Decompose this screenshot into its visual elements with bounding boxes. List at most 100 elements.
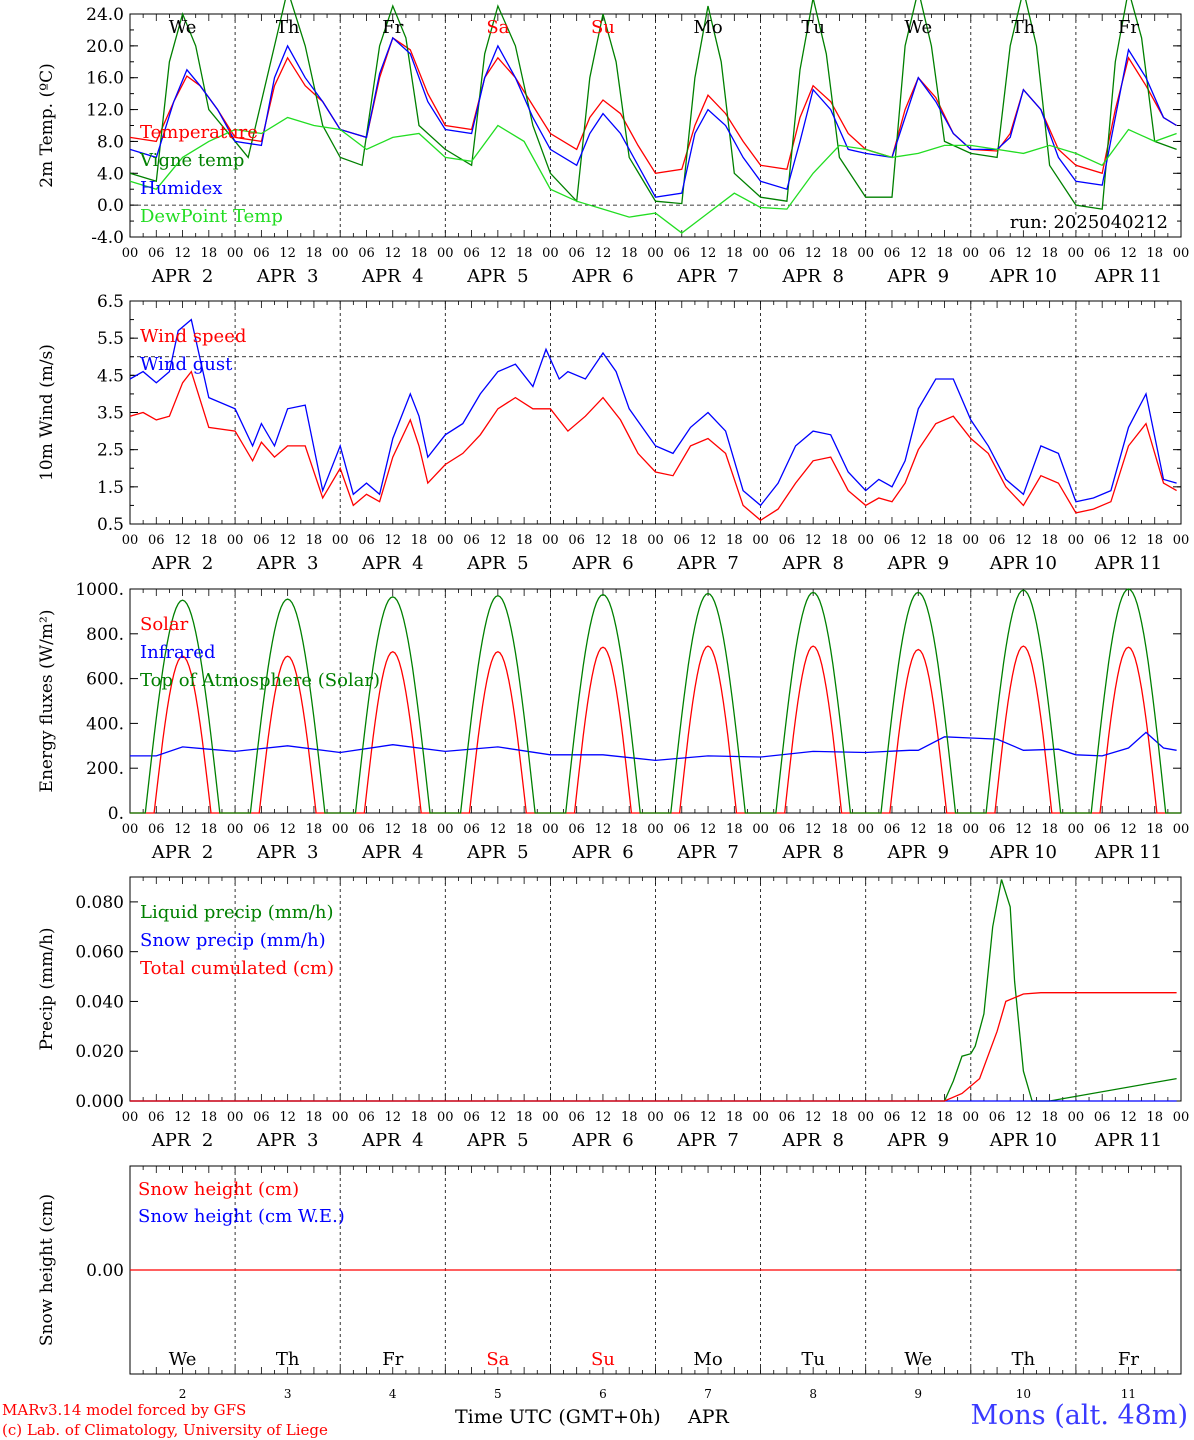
series-line-humidex [129, 36, 1177, 198]
y-tick-label: 1000. [75, 580, 124, 600]
x-hour-label: 00 [1068, 1110, 1085, 1125]
x-hour-label: 06 [989, 246, 1006, 261]
x-hour-label: 12 [805, 1110, 822, 1125]
x-hour-label: 00 [752, 246, 769, 261]
x-hour-label: 12 [595, 822, 612, 837]
x-hour-label: 06 [884, 533, 901, 548]
x-hour-label: 12 [174, 533, 191, 548]
panel-precip [129, 876, 1182, 1102]
x-hour-label: 00 [227, 533, 244, 548]
x-date-label: APR 11 [1094, 842, 1162, 863]
x-date-label: APR 10 [989, 553, 1057, 574]
y-tick-label: 20.0 [86, 37, 124, 57]
x-hour-label: 18 [306, 1110, 323, 1125]
weekday-label-bottom: Fr [1118, 1349, 1139, 1370]
x-date-label: APR 5 [466, 553, 529, 574]
legend-entry: Infrared [140, 642, 215, 663]
x-hour-label: 12 [910, 533, 927, 548]
x-hour-label: 18 [726, 533, 743, 548]
x-hour-label: 12 [1120, 533, 1137, 548]
x-hour-label: 06 [989, 1110, 1006, 1125]
y-tick-label: 24.0 [86, 5, 124, 25]
x-hour-label: 12 [1015, 533, 1032, 548]
x-hour-label: 06 [568, 246, 585, 261]
x-axis-label: Time UTC (GMT+0h) [455, 1406, 661, 1428]
x-hour-label: 00 [963, 822, 980, 837]
weekday-label: We [904, 17, 932, 38]
x-hour-label: 12 [490, 1110, 507, 1125]
x-hour-label: 12 [1015, 1110, 1032, 1125]
x-hour-label: 00 [963, 533, 980, 548]
x-date-label: APR 9 [886, 553, 949, 574]
x-hour-label: 00 [647, 822, 664, 837]
y-tick-label: 4.5 [97, 366, 124, 386]
x-hour-label: 18 [1146, 533, 1163, 548]
x-date-label: APR 11 [1094, 266, 1162, 287]
x-hour-label: 12 [384, 822, 401, 837]
x-hour-label: 18 [936, 246, 953, 261]
x-hour-label: 18 [831, 822, 848, 837]
x-date-label: APR 5 [466, 1130, 529, 1151]
x-hour-label: 00 [1068, 533, 1085, 548]
x-date-label: APR 8 [781, 266, 844, 287]
x-hour-label: 06 [884, 822, 901, 837]
x-hour-label: 18 [1041, 246, 1058, 261]
series-line-temperature [129, 36, 1177, 175]
weekday-label: Sa [486, 17, 509, 38]
series-line-dewpoint-temp [129, 116, 1177, 234]
x-hour-label: 12 [279, 246, 296, 261]
y-tick-label: 12.0 [86, 101, 124, 121]
weekday-label: We [169, 17, 197, 38]
legend-entry: Liquid precip (mm/h) [140, 902, 334, 923]
weekday-label: Tu [801, 17, 825, 38]
legend-entry: Snow height (cm) [138, 1179, 299, 1200]
x-hour-label: 12 [174, 1110, 191, 1125]
y-tick-label: 5.5 [97, 329, 124, 349]
x-hour-label: 06 [358, 822, 375, 837]
day-number-label: 7 [704, 1387, 712, 1401]
x-hour-label: 06 [463, 533, 480, 548]
x-hour-label: 06 [884, 1110, 901, 1125]
x-hour-label: 18 [831, 533, 848, 548]
x-hour-label: 06 [253, 1110, 270, 1125]
x-hour-label: 00 [1068, 822, 1085, 837]
x-hour-label: 12 [805, 246, 822, 261]
x-date-label: APR 2 [151, 1130, 214, 1151]
x-hour-label: 12 [490, 822, 507, 837]
x-hour-label: 00 [857, 822, 874, 837]
weekday-label-bottom: Su [591, 1349, 615, 1370]
x-hour-label: 18 [831, 246, 848, 261]
x-hour-label: 06 [148, 822, 165, 837]
x-hour-label: 12 [910, 246, 927, 261]
x-hour-label: 12 [595, 246, 612, 261]
x-hour-label: 18 [516, 822, 533, 837]
x-hour-label: 12 [805, 822, 822, 837]
x-hour-label: 06 [1094, 533, 1111, 548]
panel-snow [129, 1165, 1182, 1375]
x-hour-label: 06 [568, 533, 585, 548]
y-tick-label: 3.5 [97, 404, 124, 424]
x-date-label: APR 8 [781, 1130, 844, 1151]
day-number-label: 8 [809, 1387, 817, 1401]
x-hour-label: 06 [148, 533, 165, 548]
y-tick-label: 6.5 [97, 292, 124, 312]
x-hour-label: 06 [148, 1110, 165, 1125]
x-hour-label: 12 [490, 533, 507, 548]
x-hour-label: 12 [1120, 1110, 1137, 1125]
x-hour-label: 18 [201, 822, 218, 837]
x-date-label: APR 6 [571, 1130, 634, 1151]
x-hour-label: 00 [227, 246, 244, 261]
weekday-label: Su [591, 17, 615, 38]
x-date-label: APR 5 [466, 266, 529, 287]
series-line-wind-gust [129, 318, 1177, 507]
x-hour-label: 18 [621, 822, 638, 837]
series-line-vigne-temp [129, 0, 1177, 210]
x-hour-label: 00 [227, 822, 244, 837]
y-tick-label: 0.080 [75, 893, 124, 913]
x-hour-label: 06 [358, 533, 375, 548]
x-date-label: APR 3 [256, 553, 319, 574]
day-number-label: 5 [494, 1387, 502, 1401]
x-hour-label: 00 [227, 1110, 244, 1125]
x-hour-label: 18 [201, 246, 218, 261]
x-hour-label: 00 [857, 246, 874, 261]
